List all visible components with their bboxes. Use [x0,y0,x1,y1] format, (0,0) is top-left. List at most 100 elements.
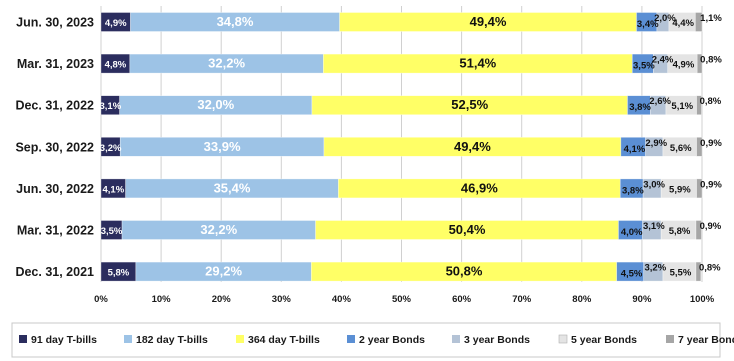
data-label-3-year-bonds: 2,6% [649,96,671,107]
bar-row-jun-30-2022 [100,178,703,199]
legend-label: 3 year Bonds [464,334,530,346]
legend: 91 day T-bills 182 day T-bills 364 day T-b… [11,322,734,358]
data-label-182-day-t-bills: 29,2% [205,264,242,279]
legend-swatch [558,334,568,344]
legend-label: 5 year Bonds [571,334,637,346]
data-label-3-year-bonds: 3,1% [643,221,665,232]
data-label-2-year-bonds: 4,0% [621,227,643,238]
data-label-364-day-t-bills: 49,4% [470,14,507,29]
x-tick-label: 20% [212,294,232,305]
x-tick-label: 0% [94,294,108,305]
x-tick-label: 50% [392,294,412,305]
data-label-91-day-t-bills: 3,2% [100,143,122,154]
data-label-5-year-bonds: 5,9% [669,184,691,195]
x-tick-label: 100% [690,294,715,305]
x-tick-label: 40% [332,294,352,305]
data-label-3-year-bonds: 2,4% [652,55,674,66]
legend-swatch [124,335,132,343]
data-label-3-year-bonds: 2,0% [654,13,676,24]
data-label-2-year-bonds: 3,8% [629,102,651,113]
data-label-2-year-bonds: 4,1% [624,144,646,155]
bar-segment-7-year-bonds [696,137,703,157]
legend-label: 364 day T-bills [248,334,320,346]
segment-labels: 3,1% 32,0% 52,5% 3,8%2,6% 5,1% 0,8% [99,96,721,113]
data-label-7-year-bonds: 1,1% [700,13,722,24]
data-label-91-day-t-bills: 4,9% [105,18,127,29]
segment-labels: 3,5% 32,2% 50,4% 4,0%3,1% 5,8% 0,9% [101,221,722,238]
data-label-2-year-bonds: 4,5% [621,269,643,280]
bar-segment-7-year-bonds [696,95,702,115]
legend-item-7-year-bonds: 7 year Bonds [666,334,734,346]
data-label-91-day-t-bills: 4,1% [102,184,124,195]
data-label-182-day-t-bills: 33,9% [204,139,241,154]
category-labels: Jun. 30, 2023 Mar. 31, 2023 Dec. 31, 2022 S… [15,16,94,280]
data-label-7-year-bonds: 0,8% [700,55,722,66]
data-label-182-day-t-bills: 32,0% [197,97,234,112]
data-label-3-year-bonds: 2,9% [645,138,667,149]
legend-item-364-day-t-bills: 364 day T-bills [236,334,320,346]
segment-labels: 4,9% 34,8% 49,4% 3,4%2,0%4,4% 1,1% [105,13,722,30]
legend-swatch [347,335,355,343]
data-label-7-year-bonds: 0,9% [700,138,722,149]
data-label-7-year-bonds: 0,8% [699,263,721,274]
legend-label: 2 year Bonds [359,334,425,346]
bar-row-jun-30-2023 [100,12,703,32]
data-label-2-year-bonds: 3,4% [637,19,659,30]
legend-item-2-year-bonds: 2 year Bonds [347,334,425,346]
data-label-364-day-t-bills: 46,9% [461,180,498,195]
category-label: Mar. 31, 2022 [17,224,94,238]
category-label: Jun. 30, 2022 [16,182,94,196]
data-label-5-year-bonds: 5,5% [670,268,692,279]
category-label: Dec. 31, 2022 [15,99,94,113]
data-label-5-year-bonds: 4,9% [673,60,695,71]
data-label-5-year-bonds: 5,1% [671,101,693,112]
x-tick-label: 10% [152,294,172,305]
x-tick-label: 80% [572,294,592,305]
data-label-91-day-t-bills: 3,1% [99,101,121,112]
category-label: Mar. 31, 2023 [17,57,94,71]
data-label-182-day-t-bills: 32,2% [200,222,237,237]
bar-segment-7-year-bonds [696,178,703,199]
x-tick-label: 90% [632,294,652,305]
x-tick-label: 70% [512,294,532,305]
segment-labels: 4,1% 35,4% 46,9% 3,8%3,0% 5,9% 0,9% [102,179,722,196]
x-tick-label: 60% [452,294,472,305]
legend-swatch [19,335,27,343]
data-label-5-year-bonds: 4,4% [672,18,694,29]
bar-segment-7-year-bonds [695,261,702,282]
data-label-182-day-t-bills: 35,4% [214,180,251,195]
bars: 4,9% 34,8% 49,4% 3,4%2,0%4,4% 1,1% 4,8% 32,2% 5… [99,12,723,282]
x-tick-label: 30% [272,294,292,305]
segment-labels: 4,8% 32,2% 51,4% 3,5%2,4% 4,9% 0,8% [105,55,723,72]
bar-row-dec-31-2022 [100,95,702,115]
data-label-364-day-t-bills: 50,4% [449,222,486,237]
x-axis-ticks: 0% 10% 20% 30% 40% 50% 60% 70% 80% 90% 100% [94,294,715,305]
category-label: Dec. 31, 2021 [15,265,94,279]
legend-item-91-day-t-bills: 91 day T-bills [19,334,97,346]
legend-item-5-year-bonds: 5 year Bonds [558,334,637,346]
data-label-91-day-t-bills: 3,5% [101,226,123,237]
data-label-3-year-bonds: 3,0% [643,179,665,190]
data-label-364-day-t-bills: 50,8% [446,264,483,279]
data-label-364-day-t-bills: 49,4% [454,139,491,154]
segment-labels: 5,8% 29,2% 50,8% 4,5%3,2% 5,5% 0,8% [108,263,722,280]
data-label-3-year-bonds: 3,2% [644,263,666,274]
legend-label: 182 day T-bills [136,334,208,346]
legend-swatch [666,335,674,343]
data-label-7-year-bonds: 0,8% [700,96,722,107]
data-label-5-year-bonds: 5,6% [670,143,692,154]
data-label-2-year-bonds: 3,5% [633,61,655,72]
legend-label: 7 year Bonds [678,334,734,346]
bar-row-dec-31-2021 [100,261,702,282]
legend-item-182-day-t-bills: 182 day T-bills [124,334,208,346]
bar-row-mar-31-2022 [100,220,702,240]
segment-labels: 3,2% 33,9% 49,4% 4,1%2,9% 5,6% 0,9% [100,138,723,155]
bar-row-mar-31-2023 [100,53,703,74]
data-label-364-day-t-bills: 52,5% [451,97,488,112]
bar-segment-7-year-bonds [696,53,703,74]
legend-label: 91 day T-bills [31,334,97,346]
data-label-364-day-t-bills: 51,4% [459,56,496,71]
legend-item-3-year-bonds: 3 year Bonds [452,334,530,346]
data-label-182-day-t-bills: 32,2% [208,56,245,71]
